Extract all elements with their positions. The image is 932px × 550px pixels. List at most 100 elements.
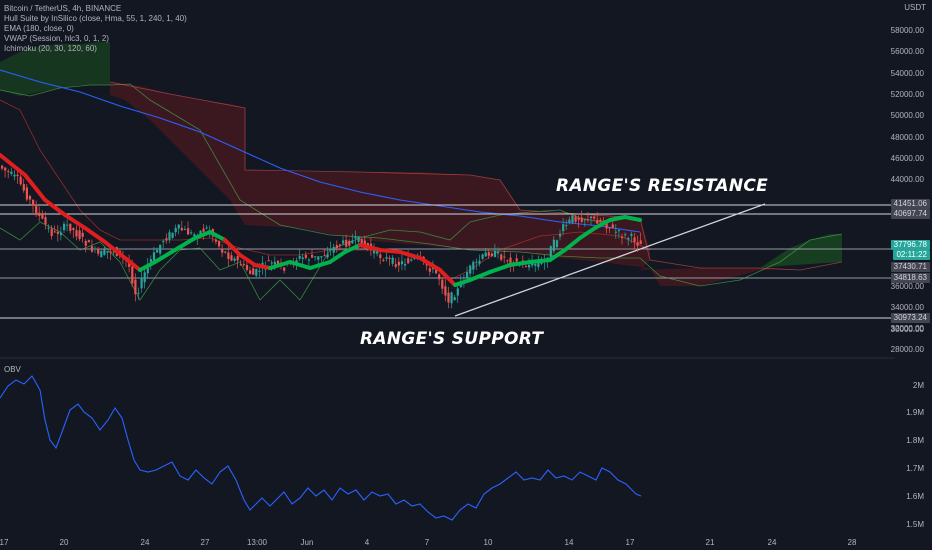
candle-body <box>503 256 506 258</box>
chart-legend[interactable]: Bitcoin / TetherUS, 4h, BINANCE Hull Sui… <box>4 4 187 54</box>
candle-body <box>404 263 407 266</box>
time-tick: 17 <box>0 538 9 547</box>
candle-body <box>630 233 633 236</box>
level-price-label: 30973.24 <box>890 313 930 323</box>
candle-body <box>32 199 35 206</box>
ichimoku-span-b <box>109 81 843 271</box>
candle-body <box>270 262 273 264</box>
hull-segment <box>578 226 597 240</box>
candle-body <box>363 240 366 246</box>
hull-segment <box>488 263 512 274</box>
candle-body <box>72 227 75 230</box>
candle-body <box>447 292 450 303</box>
support-annotation: RANGE'S SUPPORT <box>360 329 544 349</box>
candle-body <box>394 264 397 267</box>
candle-body <box>19 176 22 185</box>
candle-body <box>487 252 490 256</box>
candle-body <box>307 259 311 261</box>
candle-body <box>515 258 518 262</box>
price-tick: 52000.00 <box>890 90 924 99</box>
candle-body <box>202 228 205 232</box>
candle-body <box>81 232 84 237</box>
candle-body <box>624 234 627 236</box>
candle-body <box>22 184 25 191</box>
hull-segment <box>468 270 492 282</box>
candle-body <box>41 213 44 219</box>
candle-body <box>50 228 53 236</box>
candle-body <box>583 219 586 221</box>
candle-body <box>106 251 109 253</box>
candle-body <box>16 174 19 177</box>
candle-body <box>490 253 493 257</box>
candle-body <box>7 171 10 173</box>
candle-body <box>103 249 106 255</box>
candle-body <box>475 261 478 263</box>
hull-segment <box>418 256 442 272</box>
candle-body <box>301 257 304 259</box>
time-tick: 21 <box>705 538 715 547</box>
hull-segment <box>378 248 402 254</box>
time-tick: 13:00 <box>246 538 268 547</box>
candle-body <box>44 217 47 225</box>
price-tick: 48000.00 <box>890 133 924 142</box>
hull-segment <box>173 236 197 252</box>
ascending-trendline[interactable] <box>454 203 766 317</box>
ichimoku-span-a <box>0 83 843 287</box>
symbol-title[interactable]: Bitcoin / TetherUS, 4h, BINANCE <box>4 4 122 13</box>
candle-body <box>617 230 621 232</box>
time-tick: 7 <box>424 538 430 547</box>
candle-body <box>97 248 100 254</box>
candle-body <box>453 297 456 301</box>
candle-body <box>611 224 614 228</box>
candle-body <box>621 236 624 239</box>
candle-body <box>205 227 208 229</box>
candle-body <box>577 217 580 220</box>
candle-body <box>338 244 342 246</box>
candle-body <box>174 227 177 233</box>
time-tick: 24 <box>767 538 777 547</box>
indicator-vwap[interactable]: VWAP (Session, hlc3, 0, 1, 2) <box>4 34 109 43</box>
hull-segment <box>253 263 272 270</box>
candle-body <box>351 240 354 244</box>
candle-body <box>388 257 391 259</box>
candle-body <box>214 239 218 242</box>
obv-pane-label[interactable]: OBV <box>4 365 21 374</box>
level-price-label: 37430.71 <box>890 262 930 272</box>
candle-body <box>580 217 583 222</box>
hull-segment <box>608 215 627 222</box>
candle-body <box>354 236 357 239</box>
hull-segment <box>83 226 107 244</box>
candle-body <box>245 265 249 270</box>
price-tick: 50000.00 <box>890 111 924 120</box>
candle-body <box>608 227 611 229</box>
candle-body <box>376 250 379 254</box>
candle-body <box>373 250 376 254</box>
indicator-ichimoku[interactable]: Ichimoku (20, 30, 120, 60) <box>4 44 97 53</box>
candle-body <box>500 254 503 260</box>
obv-tick: 1.5M <box>906 520 924 529</box>
candle-body <box>100 250 103 258</box>
candle-body <box>168 232 171 240</box>
candle-body <box>146 265 149 274</box>
range-levels <box>0 204 895 319</box>
candle-body <box>230 255 233 261</box>
candle-body <box>400 261 404 265</box>
candle-body <box>53 231 56 233</box>
hull-segment <box>548 248 567 262</box>
candle-body <box>593 216 596 219</box>
candle-body <box>571 215 574 223</box>
hull-segment <box>23 173 47 202</box>
candle-body <box>249 270 252 274</box>
currency-label[interactable]: USDT <box>904 3 926 12</box>
candle-body <box>38 212 41 216</box>
candle-body <box>441 279 444 289</box>
indicator-hull[interactable]: Hull Suite by InSilico (close, Hma, 55, … <box>4 14 187 23</box>
indicator-ema[interactable]: EMA (180, close, 0) <box>4 24 74 33</box>
candle-body <box>255 268 258 276</box>
candle-body <box>435 268 438 274</box>
candle-body <box>78 230 81 239</box>
candle-body <box>428 268 431 272</box>
time-tick: 17 <box>625 538 635 547</box>
candle-body <box>407 258 410 264</box>
